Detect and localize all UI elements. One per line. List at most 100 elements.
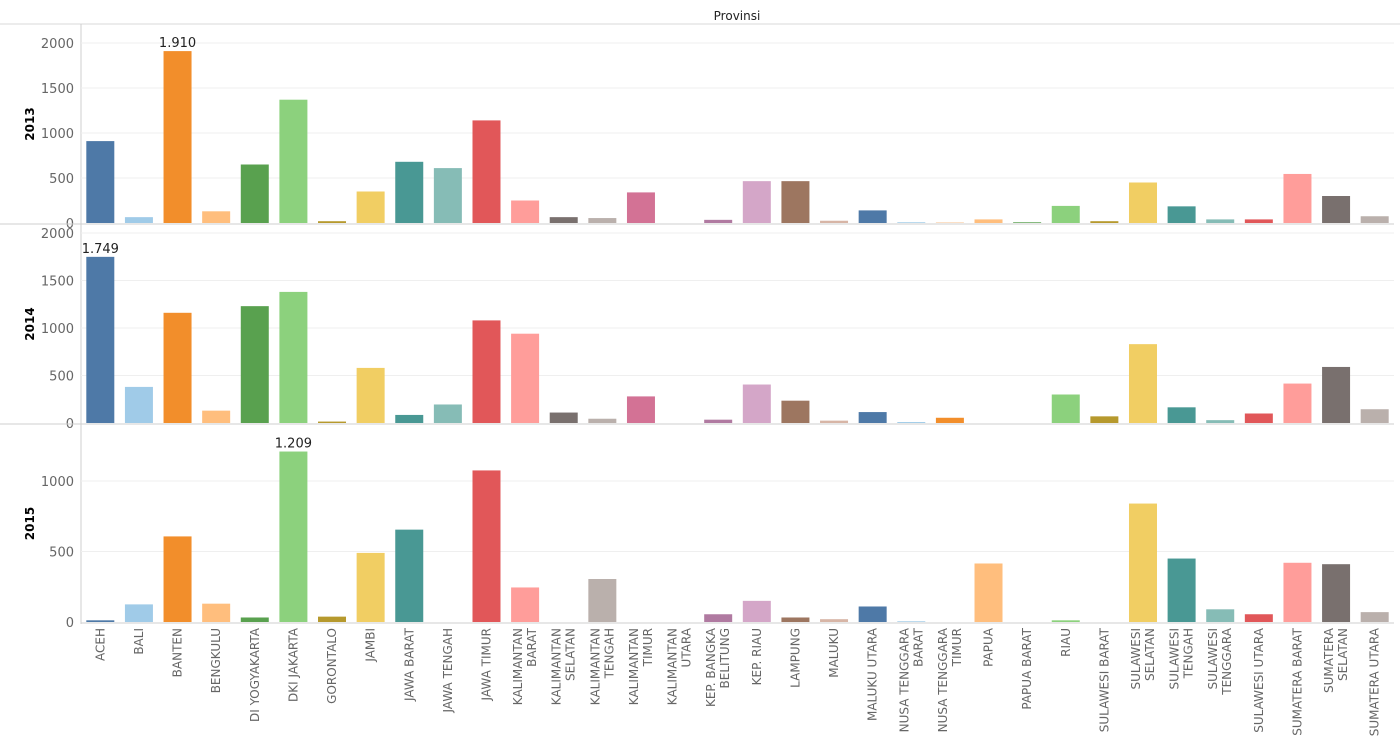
bar-2013-banten[interactable] — [163, 51, 192, 223]
bar-2014-kep-bangka-belitung[interactable] — [704, 419, 733, 424]
x-tick-label: MALUKU — [827, 628, 841, 678]
bar-2013-kalimantan-barat[interactable] — [511, 200, 540, 224]
bar-2014-aceh[interactable] — [86, 256, 115, 424]
bar-2015-gorontalo[interactable] — [318, 616, 347, 622]
bar-2013-sumatera-selatan[interactable] — [1322, 196, 1351, 223]
bar-2014-jawa-tengah[interactable] — [433, 404, 462, 423]
y-tick-label: 2000 — [41, 37, 74, 52]
bar-2015-bali[interactable] — [124, 604, 153, 623]
bar-2014-sulawesi-selatan[interactable] — [1128, 344, 1157, 423]
bar-2015-dki-jakarta[interactable] — [279, 451, 308, 622]
bar-2015-kep-bangka-belitung[interactable] — [704, 614, 733, 622]
bar-2013-aceh[interactable] — [86, 141, 115, 223]
bar-2014-kalimantan-tengah[interactable] — [588, 418, 617, 424]
y-tick-label: 1500 — [41, 275, 74, 290]
bar-2013-papua-barat[interactable] — [1013, 222, 1042, 223]
bar-2013-sulawesi-tengah[interactable] — [1167, 206, 1196, 223]
bar-2014-dki-jakarta[interactable] — [279, 291, 308, 423]
bar-2014-sumatera-utara[interactable] — [1360, 409, 1389, 424]
bar-2014-riau[interactable] — [1051, 394, 1080, 424]
bar-2014-kalimantan-barat[interactable] — [511, 333, 540, 423]
bar-2015-sulawesi-tengah[interactable] — [1167, 558, 1196, 622]
bar-2013-maluku[interactable] — [820, 220, 849, 223]
bar-2013-kalimantan-selatan[interactable] — [549, 217, 578, 223]
bar-2013-nusa-tenggara-barat[interactable] — [897, 222, 926, 223]
bar-2013-jambi[interactable] — [356, 191, 385, 224]
x-tick-label: GORONTALO — [325, 628, 339, 704]
bar-2014-sulawesi-tengah[interactable] — [1167, 407, 1196, 423]
bar-2013-kalimantan-timur[interactable] — [626, 192, 655, 223]
bar-2015-jawa-barat[interactable] — [395, 529, 424, 622]
bar-2014-jawa-timur[interactable] — [472, 320, 501, 423]
panel-2015: 0 500 1000 2015 1.209 — [23, 437, 1394, 631]
bar-2015-jambi[interactable] — [356, 552, 385, 622]
bar-2015-sumatera-barat[interactable] — [1283, 562, 1312, 622]
bar-2014-bali[interactable] — [124, 386, 153, 423]
bar-2013-riau[interactable] — [1051, 205, 1080, 223]
bar-2014-sulawesi-tenggara[interactable] — [1206, 420, 1235, 423]
bar-2013-sulawesi-barat[interactable] — [1090, 221, 1119, 223]
bar-2014-jambi[interactable] — [356, 367, 385, 423]
bar-2015-maluku-utara[interactable] — [858, 606, 887, 622]
bar-2014-sumatera-barat[interactable] — [1283, 383, 1312, 423]
bar-2014-jawa-barat[interactable] — [395, 414, 424, 423]
bar-2014-di-yogyakarta[interactable] — [240, 306, 269, 423]
bar-2013-sumatera-utara[interactable] — [1360, 216, 1389, 223]
bar-2013-papua[interactable] — [974, 219, 1003, 223]
bar-2015-sulawesi-utara[interactable] — [1244, 614, 1273, 622]
bar-2015-sumatera-utara[interactable] — [1360, 612, 1389, 622]
bar-2014-kep-riau[interactable] — [742, 384, 771, 423]
bar-2015-sumatera-selatan[interactable] — [1322, 564, 1351, 622]
bar-2013-dki-jakarta[interactable] — [279, 99, 308, 223]
bar-2015-riau[interactable] — [1051, 620, 1080, 622]
x-tick-label: MALUKU UTARA — [866, 627, 880, 721]
bar-2013-kep-bangka-belitung[interactable] — [704, 219, 733, 223]
bar-2014-gorontalo[interactable] — [318, 421, 347, 423]
bar-2013-bali[interactable] — [124, 217, 153, 223]
bar-2014-sulawesi-utara[interactable] — [1244, 413, 1273, 424]
y-tick-label: 500 — [49, 370, 74, 385]
bar-2015-kalimantan-barat[interactable] — [511, 587, 540, 622]
bar-2014-lampung[interactable] — [781, 400, 810, 423]
bar-2015-lampung[interactable] — [781, 617, 810, 622]
bar-2014-sumatera-selatan[interactable] — [1322, 366, 1351, 423]
bar-2015-banten[interactable] — [163, 536, 192, 622]
bar-2014-sulawesi-barat[interactable] — [1090, 416, 1119, 423]
bar-2014-bengkulu[interactable] — [202, 410, 231, 423]
bar-2013-lampung[interactable] — [781, 181, 810, 223]
bar-2015-di-yogyakarta[interactable] — [240, 617, 269, 622]
bar-2015-maluku[interactable] — [820, 619, 849, 622]
bar-2013-jawa-timur[interactable] — [472, 120, 501, 223]
bar-2014-nusa-tenggara-barat[interactable] — [897, 422, 926, 423]
bar-2015-bengkulu[interactable] — [202, 603, 231, 622]
bar-2014-kalimantan-timur[interactable] — [626, 396, 655, 423]
bar-2013-bengkulu[interactable] — [202, 211, 231, 223]
bar-2015-nusa-tenggara-barat[interactable] — [897, 621, 926, 622]
bar-2014-maluku[interactable] — [820, 420, 849, 424]
bar-2014-nusa-tenggara-timur[interactable] — [935, 417, 964, 423]
bar-2013-kalimantan-tengah[interactable] — [588, 218, 617, 223]
x-tick-label: SULAWESITENGGARA — [1206, 627, 1234, 696]
bar-2015-aceh[interactable] — [86, 620, 115, 622]
bar-2015-jawa-timur[interactable] — [472, 470, 501, 622]
bar-2015-sulawesi-tenggara[interactable] — [1206, 609, 1235, 622]
bar-2013-gorontalo[interactable] — [318, 221, 347, 223]
bar-2013-sumatera-barat[interactable] — [1283, 173, 1312, 223]
bar-2013-sulawesi-utara[interactable] — [1244, 219, 1273, 223]
bar-2013-maluku-utara[interactable] — [858, 210, 887, 223]
bar-2013-jawa-barat[interactable] — [395, 161, 424, 223]
x-tick-label: SUMATERA BARAT — [1290, 627, 1304, 735]
bar-2014-maluku-utara[interactable] — [858, 412, 887, 423]
bar-2014-banten[interactable] — [163, 312, 192, 423]
bar-2015-papua[interactable] — [974, 563, 1003, 622]
bar-2013-sulawesi-tenggara[interactable] — [1206, 219, 1235, 223]
x-tick-label: BANTEN — [171, 628, 185, 677]
bar-2013-di-yogyakarta[interactable] — [240, 164, 269, 224]
bar-2013-sulawesi-selatan[interactable] — [1128, 182, 1157, 224]
bar-2015-kalimantan-tengah[interactable] — [588, 579, 617, 622]
bar-2014-kalimantan-selatan[interactable] — [549, 412, 578, 423]
bar-2013-jawa-tengah[interactable] — [433, 168, 462, 223]
bar-2015-sulawesi-selatan[interactable] — [1128, 503, 1157, 622]
bar-2013-kep-riau[interactable] — [742, 181, 771, 223]
bar-2015-kep-riau[interactable] — [742, 600, 771, 622]
